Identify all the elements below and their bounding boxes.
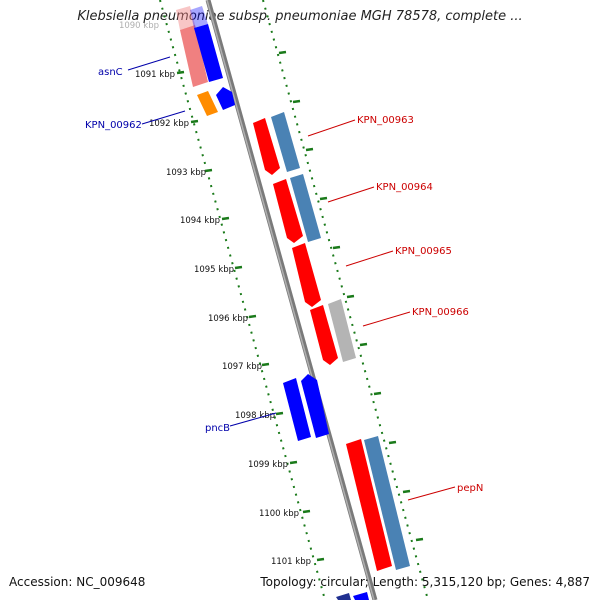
gene-labels: asnC KPN_00962 pncB KPN_00963 KPN_00964 … (85, 67, 483, 494)
major-tick-right-1096 (346, 294, 355, 299)
gene-label-pncB[interactable]: pncB (205, 423, 230, 434)
backbone-highlight (206, 0, 375, 600)
tick-label: 1101 kbp (271, 557, 311, 567)
gene-KPN-00962[interactable] (197, 91, 218, 116)
major-tick-left-1099 (289, 460, 298, 465)
leader-KPN-00966 (362, 311, 411, 327)
major-tick-left-1093 (204, 168, 213, 173)
gene-label-KPN-00964[interactable]: KPN_00964 (376, 182, 433, 193)
gene-pncB-2[interactable] (301, 374, 329, 438)
tick-label: 1092 kbp (149, 119, 189, 129)
gene-bottom-partial-1 (336, 593, 351, 600)
leader-KPN-00962 (141, 110, 186, 125)
gene-KPN-00966-pair[interactable] (328, 299, 356, 362)
leader-pncB (229, 412, 277, 427)
major-tick-left-1091 (176, 70, 185, 75)
major-ticks (176, 50, 424, 562)
track-border-outer-left (159, 0, 326, 600)
major-tick-left-1096 (248, 314, 257, 319)
gene-blue-top-faded (190, 6, 208, 28)
leader-pepN (407, 486, 456, 501)
gene-KPN-00964-pair[interactable] (290, 174, 321, 242)
major-tick-right-1092 (292, 99, 301, 104)
gene-label-KPN-00965[interactable]: KPN_00965 (395, 246, 452, 257)
major-tick-left-1100 (302, 509, 311, 514)
tick-label: 1094 kbp (180, 216, 220, 226)
leader-KPN-00963 (307, 119, 356, 137)
gene-KPN-00966[interactable] (310, 305, 338, 365)
gene-bottom-partial-2 (353, 592, 369, 600)
tick-label: 1095 kbp (194, 265, 234, 275)
gene-pepN-pair[interactable] (364, 436, 410, 570)
major-tick-left-1097 (261, 362, 270, 367)
gene-faded-top (176, 6, 195, 30)
tick-label: 1099 kbp (248, 460, 288, 470)
gene-KPN-00964[interactable] (273, 179, 303, 243)
major-tick-right-1095 (332, 245, 341, 250)
tick-label: 1098 kbp (235, 411, 275, 421)
gene-blue-top[interactable] (194, 24, 223, 82)
major-tick-right-1101 (415, 537, 424, 542)
gene-label-asnC[interactable]: asnC (98, 67, 123, 78)
tick-label: 1096 kbp (208, 314, 248, 324)
gene-label-KPN-00963[interactable]: KPN_00963 (357, 115, 414, 126)
tick-label: 1100 kbp (259, 509, 299, 519)
gene-KPN-00963-pair[interactable] (271, 112, 300, 172)
gene-pepN[interactable] (346, 439, 392, 571)
gene-label-KPN-00966[interactable]: KPN_00966 (412, 307, 469, 318)
genome-summary-text: Topology: circular; Length: 5,315,120 bp… (260, 575, 590, 589)
leader-KPN-00964 (327, 186, 375, 203)
gene-asnC[interactable] (180, 25, 208, 87)
major-tick-right-1099 (388, 440, 397, 445)
major-tick-left-1098 (275, 411, 284, 416)
major-tick-right-1091 (278, 50, 287, 55)
major-tick-left-1095 (234, 265, 243, 270)
gene-KPN-00965[interactable] (292, 243, 321, 307)
accession-text: Accession: NC_009648 (9, 575, 146, 589)
leader-asnC (127, 56, 171, 71)
major-tick-left-1092 (190, 119, 199, 124)
gene-pncB-1[interactable] (283, 378, 311, 441)
major-tick-right-1097 (359, 342, 368, 347)
genome-backbone (205, 0, 378, 600)
gene-KPN-00963[interactable] (253, 118, 280, 175)
tick-label: 1097 kbp (222, 362, 262, 372)
major-tick-right-1098 (373, 391, 382, 396)
gene-blue-small[interactable] (216, 87, 235, 110)
tick-label: 1090 kbp (119, 21, 159, 31)
major-tick-right-1094 (319, 196, 328, 201)
tick-labels: 1090 kbp 1091 kbp 1092 kbp 1093 kbp 1094… (119, 21, 311, 567)
leader-KPN-00965 (345, 250, 394, 267)
major-tick-left-1094 (221, 216, 230, 221)
gene-label-pepN[interactable]: pepN (457, 483, 483, 494)
gene-label-KPN-00962[interactable]: KPN_00962 (85, 120, 142, 131)
tick-label: 1091 kbp (135, 70, 175, 80)
map-title: Klebsiella pneumoniae subsp. pneumoniae … (77, 9, 523, 24)
major-tick-right-1100 (402, 489, 411, 494)
major-tick-left-1101 (316, 557, 325, 562)
major-tick-right-1093 (305, 147, 314, 152)
label-leaders (127, 56, 456, 501)
tick-label: 1093 kbp (166, 168, 206, 178)
